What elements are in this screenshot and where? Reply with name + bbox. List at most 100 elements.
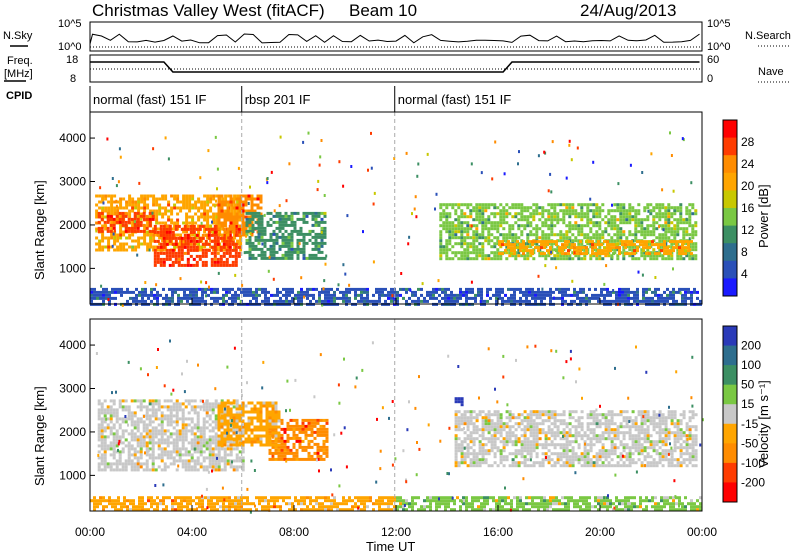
power-cell <box>162 296 165 300</box>
power-cell <box>321 290 324 294</box>
power-cell <box>177 254 181 258</box>
power-cell <box>189 290 192 294</box>
velocity-cell <box>202 426 206 430</box>
velocity-cell <box>181 465 185 469</box>
velocity-cell <box>250 422 254 426</box>
velocity-cell <box>244 422 248 426</box>
power-cell <box>249 290 252 294</box>
power-cell <box>543 293 546 297</box>
power-cell <box>615 296 618 300</box>
velocity-cell <box>127 462 131 466</box>
power-cell <box>612 252 615 256</box>
velocity-cell <box>241 456 245 460</box>
power-cell <box>694 242 698 246</box>
power-cell <box>481 233 485 237</box>
power-cell <box>633 296 636 300</box>
power-cell <box>615 246 618 250</box>
velocity-cell <box>292 454 296 458</box>
power-scatter-cell <box>414 195 417 199</box>
velocity-cell <box>160 441 164 445</box>
power-cell <box>487 206 491 210</box>
power-cell <box>104 236 108 240</box>
power-cell <box>317 247 321 251</box>
power-cell <box>275 220 279 224</box>
velocity-cell <box>268 434 272 438</box>
power-cell <box>137 245 141 249</box>
velocity-cell <box>130 411 134 415</box>
power-scatter-cell <box>115 204 118 208</box>
power-cell <box>516 287 519 291</box>
power-cell <box>204 251 208 255</box>
power-cell <box>493 245 497 249</box>
power-cell <box>186 287 189 291</box>
power-cell <box>565 224 569 228</box>
velocity-cell <box>238 437 242 441</box>
velocity-cell <box>112 432 116 436</box>
power-cell <box>514 236 518 240</box>
power-cell <box>619 209 623 213</box>
power-cell <box>598 206 602 210</box>
power-cell <box>155 200 159 204</box>
power-cell <box>567 240 570 244</box>
power-cell <box>529 242 533 246</box>
power-cell <box>158 221 162 225</box>
power-cell <box>684 249 687 253</box>
power-cell <box>235 215 239 219</box>
power-cell <box>101 239 105 243</box>
power-cell <box>679 206 683 210</box>
power-cell <box>174 239 178 243</box>
power-cell <box>260 253 264 257</box>
power-cell <box>508 227 512 231</box>
power-cell <box>302 217 306 221</box>
power-cell <box>165 293 168 297</box>
velocity-cell <box>181 435 185 439</box>
velocity-cell <box>97 468 101 472</box>
velocity-cell <box>115 462 119 466</box>
velocity-cell <box>121 417 125 421</box>
power-cell <box>496 248 500 252</box>
power-cell <box>676 224 680 228</box>
power-cell <box>264 293 267 297</box>
power-cell <box>296 247 300 251</box>
velocity-cell <box>274 427 278 431</box>
power-cell <box>131 197 135 201</box>
velocity-cell <box>292 442 296 446</box>
power-cell <box>162 245 166 249</box>
velocity-cell <box>97 450 101 454</box>
power-cell <box>585 252 588 256</box>
velocity-cell <box>220 437 224 441</box>
velocity-cell <box>217 422 221 426</box>
power-cell <box>673 209 677 213</box>
power-cell <box>504 243 507 247</box>
power-cell <box>149 233 153 237</box>
velocity-cell <box>457 446 461 450</box>
power-cell <box>320 244 324 248</box>
power-scatter-cell <box>119 155 122 159</box>
power-cell <box>149 209 153 213</box>
power-scatter-cell <box>266 181 269 185</box>
power-cell <box>209 245 213 249</box>
power-cell <box>232 230 236 234</box>
power-cell <box>663 243 666 247</box>
power-cell <box>672 287 675 291</box>
power-cell <box>543 240 546 244</box>
velocity-cell <box>268 457 272 461</box>
power-cell <box>113 242 117 246</box>
velocity-cell <box>286 451 290 455</box>
power-cell <box>180 299 183 303</box>
power-cell <box>287 241 291 245</box>
power-cell <box>562 236 566 240</box>
power-cell <box>245 220 249 224</box>
velocity-cell <box>100 408 104 412</box>
velocity-cell <box>304 433 308 437</box>
power-cell <box>134 239 138 243</box>
power-cell <box>260 235 264 239</box>
power-cell <box>558 296 561 300</box>
power-cell <box>579 246 582 250</box>
power-cell <box>645 290 648 294</box>
power-cell <box>156 293 159 297</box>
power-cell <box>417 287 420 291</box>
velocity-cell <box>310 457 314 461</box>
power-cell <box>186 224 190 228</box>
power-cell <box>254 226 258 230</box>
